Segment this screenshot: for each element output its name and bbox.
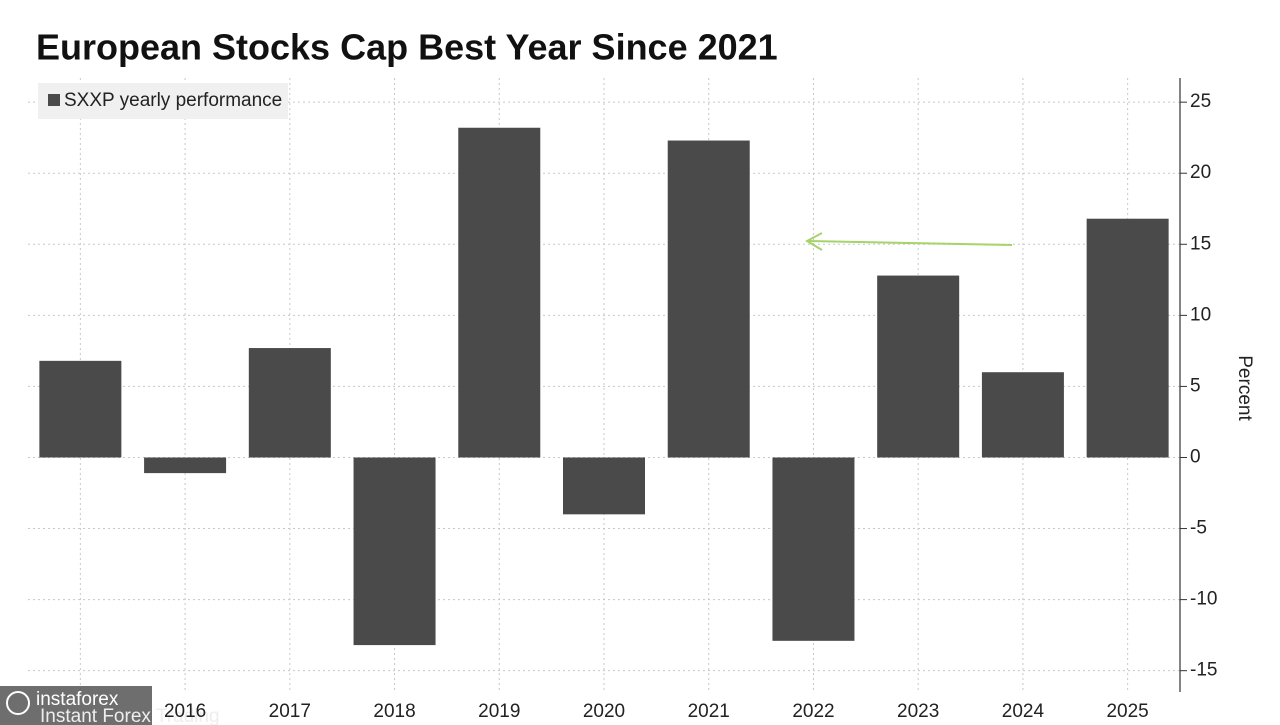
y-axis-label: Percent [1234,355,1255,421]
x-tick-label: 2021 [688,701,730,722]
watermark-brand: instaforex [36,689,119,710]
bar [772,457,855,641]
bar [1086,218,1169,458]
bar [39,360,122,458]
legend-swatch [48,94,60,106]
y-tick-label: 5 [1190,375,1201,396]
y-tick-label: -15 [1190,660,1217,681]
bar [981,372,1064,458]
bar [458,127,541,458]
y-tick-label: 20 [1190,162,1211,183]
legend-label: SXXP yearly performance [64,90,282,111]
x-tick-label: 2025 [1106,701,1148,722]
watermark-box [0,686,152,725]
watermark-logo [6,691,30,715]
x-tick-label: 2023 [897,701,939,722]
y-tick-label: 10 [1190,304,1211,325]
x-tick-label: 2016 [164,701,206,722]
y-tick-label: 0 [1190,447,1201,468]
bar [248,348,331,458]
y-tick-label: -5 [1190,518,1207,539]
legend: SXXP yearly performance [38,83,288,119]
x-tick-label: 2024 [1002,701,1045,722]
x-tick-label: 2022 [792,701,834,722]
bars [39,127,1169,646]
x-tick-label: 2018 [373,701,415,722]
watermark-tagline: Instant Forex Trading [40,706,220,725]
x-tick-label: 2019 [478,701,520,722]
watermark: instaforex Instant Forex Trading [0,686,220,725]
bar [353,457,436,646]
chart-title: European Stocks Cap Best Year Since 2021 [36,27,778,68]
bar [667,140,750,458]
bar [144,457,227,474]
x-tick-label: 2020 [583,701,625,722]
bar [563,457,645,515]
annotation-arrow [804,232,1013,251]
x-tick-label: 2017 [269,701,311,722]
y-tick-label: 25 [1190,91,1211,112]
y-tick-label: 15 [1190,233,1211,254]
bar [877,275,960,458]
legend-box [38,83,288,119]
y-tick-label: -10 [1190,589,1217,610]
